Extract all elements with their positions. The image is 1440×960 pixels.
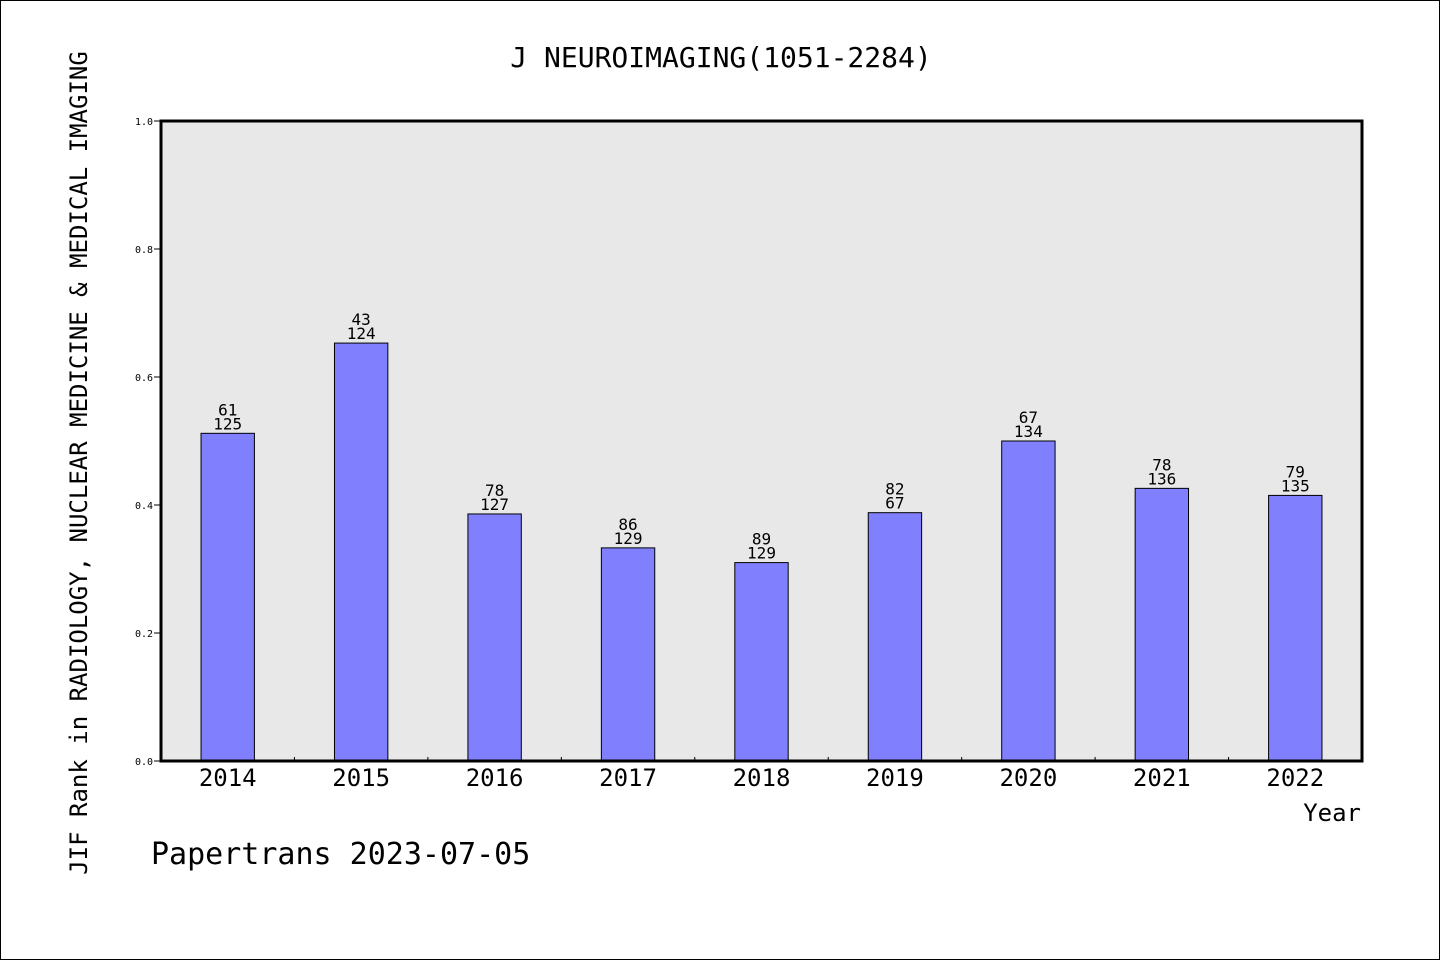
- x-tick-label: 2020: [999, 764, 1057, 792]
- bar-2015: [333, 342, 389, 762]
- bar-label-total: 129: [747, 544, 776, 563]
- bar-2019: [867, 512, 923, 762]
- bar-label-total: 129: [614, 529, 643, 548]
- x-tick-label: 2016: [466, 764, 524, 792]
- y-tick-label: 0.8: [135, 245, 153, 256]
- bar-2016: [467, 513, 522, 762]
- plot-area: 0.00.20.40.60.81.0 2014 2015 2016 2017 2018 2…: [135, 117, 1364, 792]
- x-tick-label: 2022: [1266, 764, 1324, 792]
- x-axis-label: Year: [1303, 799, 1361, 827]
- x-tick-label: 2017: [599, 764, 657, 792]
- bar-label-total: 124: [347, 324, 376, 343]
- y-tick-label: 0.0: [135, 757, 153, 768]
- bar-2020: [1001, 440, 1056, 762]
- bar-label-rank: 86: [618, 515, 637, 534]
- y-axis-label: JIF Rank in RADIOLOGY, NUCLEAR MEDICINE …: [65, 51, 93, 875]
- x-tick-label: 2015: [332, 764, 390, 792]
- bar-label-rank: 89: [752, 530, 771, 549]
- chart-title: J NEUROIMAGING(1051-2284): [510, 41, 931, 74]
- y-tick-label: 0.4: [135, 501, 153, 512]
- y-axis: 0.0 0.2 0.4 0.6 0.8 1.0: [135, 117, 161, 768]
- bar-label-total: 136: [1147, 469, 1176, 488]
- bar-2018: [734, 562, 789, 762]
- bar-label-total: 135: [1281, 476, 1310, 495]
- bar-label-rank: 78: [485, 481, 504, 500]
- bar-2021: [1134, 487, 1190, 762]
- footer-watermark: Papertrans 2023-07-05: [151, 837, 530, 872]
- y-tick-label: 0.2: [135, 629, 153, 640]
- x-tick-label: 2021: [1133, 764, 1191, 792]
- x-tick-label: 2019: [866, 764, 924, 792]
- bar-2014: [200, 432, 255, 762]
- bar-label-rank: 61: [218, 400, 237, 419]
- x-tick-label: 2018: [733, 764, 791, 792]
- y-tick-label: 1.0: [135, 117, 153, 128]
- x-axis: 2014 2015 2016 2017 2018 2019 2020 2021 2022: [199, 757, 1324, 792]
- bar-2022: [1268, 494, 1323, 762]
- bar-label-rank: 78: [1152, 455, 1171, 474]
- bar-label-rank: 67: [1019, 408, 1038, 427]
- bar-label-total: 127: [480, 495, 509, 514]
- x-tick-label: 2014: [199, 764, 257, 792]
- plot-border: [159, 119, 1364, 763]
- bar-label-rank: 82: [885, 480, 904, 499]
- bar-2017: [600, 547, 656, 762]
- y-tick-label: 0.6: [135, 373, 153, 384]
- bar-label-total: 134: [1014, 422, 1043, 441]
- bar-label-rank: 43: [352, 310, 371, 329]
- bar-label-total: 125: [213, 414, 242, 433]
- bar-label-total: 67: [885, 494, 904, 513]
- bar-label-rank: 79: [1286, 462, 1305, 481]
